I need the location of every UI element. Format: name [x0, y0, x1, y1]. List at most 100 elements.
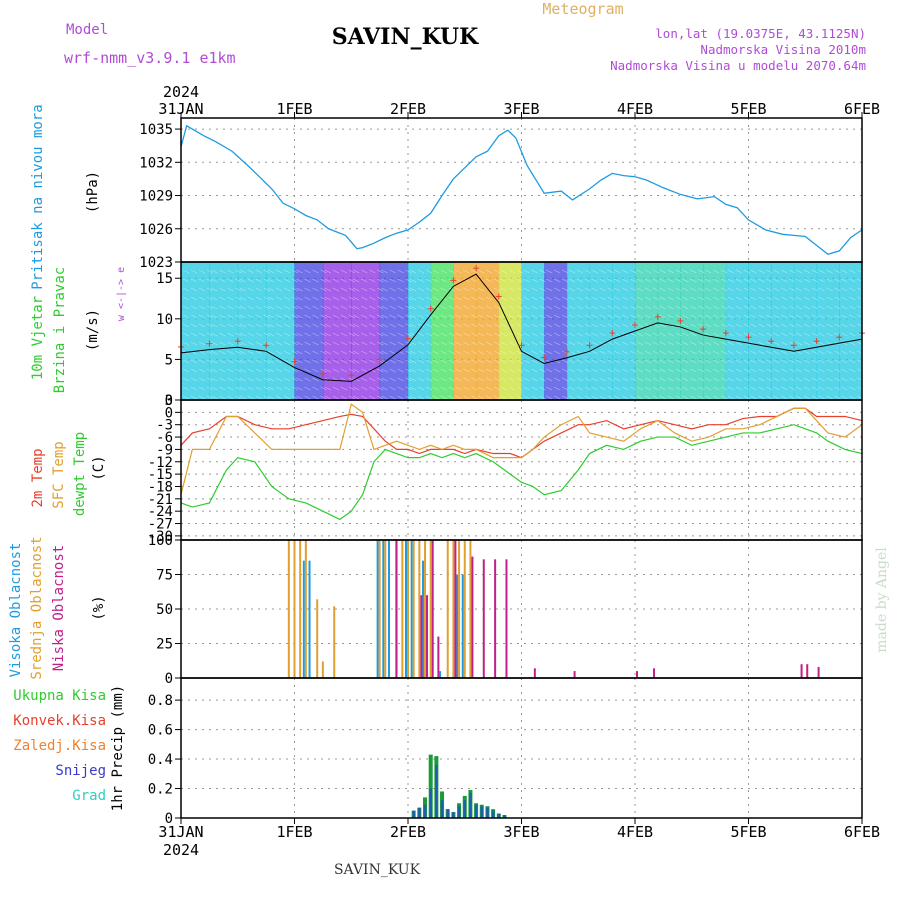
- wind-arrow: [255, 278, 262, 283]
- wind-arrow: [834, 359, 841, 364]
- y-tick-label: 75: [156, 568, 173, 584]
- wind-arrow: [652, 377, 660, 382]
- wind-arrow: [377, 269, 384, 274]
- wind-arrow: [493, 269, 501, 274]
- wind-arrow: [659, 359, 666, 364]
- wind-arrow: [712, 386, 720, 391]
- wind-arrow: [190, 323, 198, 328]
- wind-arrow: [369, 296, 376, 301]
- wind-arrow: [377, 305, 384, 310]
- wind-arrow: [425, 350, 433, 355]
- wind-arrow: [405, 377, 412, 382]
- x-tick-label-bottom: 4FEB: [617, 823, 653, 841]
- wind-arrow: [219, 323, 226, 328]
- wind-arrow: [562, 341, 569, 346]
- wind-arrow: [531, 287, 538, 292]
- wind-arrow: [381, 287, 388, 292]
- wind-arrow: [591, 287, 598, 292]
- wind-arrow: [369, 341, 376, 346]
- wind-arrow: [576, 341, 584, 346]
- wind-arrow: [320, 314, 327, 319]
- wind-arrow: [630, 287, 637, 292]
- wind-arrow: [659, 314, 666, 319]
- wind-arrow: [255, 314, 262, 319]
- wind-arrow: [381, 386, 388, 391]
- wind-arrow: [283, 269, 291, 274]
- wind-arrow: [227, 305, 234, 310]
- wind-arrow: [826, 323, 833, 328]
- wind-arrow: [516, 287, 523, 292]
- wind-arrow: [698, 359, 705, 364]
- wind-arrow: [348, 368, 356, 373]
- wind-arrow: [818, 332, 825, 337]
- wind-arrow: [239, 314, 246, 319]
- wind-arrow: [758, 332, 765, 337]
- wind-arrow: [704, 377, 712, 382]
- low-cloud-bar: [454, 540, 457, 678]
- wind-arrow: [826, 395, 833, 400]
- wind-arrow: [219, 359, 226, 364]
- wind-arrow: [340, 350, 348, 355]
- wind-arrow: [720, 269, 728, 274]
- wind-arrow: [432, 323, 439, 328]
- model-elevation-label: Nadmorska Visina u modelu 2070.64m: [610, 58, 866, 73]
- wind-arrow: [296, 323, 303, 328]
- wind-field-cell: [453, 262, 477, 400]
- wind-arrow: [389, 332, 396, 337]
- wind-arrow: [267, 323, 275, 328]
- wind-arrow: [826, 359, 833, 364]
- wind-arrow: [568, 341, 576, 346]
- wind-arrow: [361, 278, 368, 283]
- wind-arrow: [554, 323, 561, 328]
- wind-arrow: [405, 368, 412, 373]
- wind-arrow: [353, 287, 360, 292]
- wind-arrow: [239, 323, 246, 328]
- wind-arrow: [607, 278, 614, 283]
- wind-arrow: [584, 368, 592, 373]
- wind-arrow: [361, 323, 368, 328]
- low-cloud-bar: [817, 666, 820, 678]
- wind-arrow: [781, 368, 788, 373]
- wind-arrow: [463, 287, 470, 292]
- y-tick-label: 3: [165, 393, 173, 409]
- wind-arrow: [369, 368, 376, 373]
- wind-arrow: [622, 296, 629, 301]
- wind-arrow: [766, 278, 773, 283]
- wind-arrow: [554, 368, 561, 373]
- wind-arrow: [389, 323, 396, 328]
- wind-arrow: [795, 296, 803, 301]
- wind-arrow: [255, 359, 262, 364]
- wind-arrow: [440, 341, 447, 346]
- wind-arrow: [682, 377, 689, 382]
- wind-arrow: [614, 377, 621, 382]
- wind-arrow: [576, 359, 584, 364]
- x-tick-label-bottom: 3FEB: [503, 823, 539, 841]
- wind-arrow: [235, 332, 242, 337]
- wind-arrow: [644, 386, 652, 391]
- wind-arrow: [630, 332, 637, 337]
- wind-arrow: [324, 350, 332, 355]
- x-tick-label-top: 6FEB: [844, 100, 880, 118]
- wind-arrow: [789, 305, 796, 310]
- wind-arrow: [255, 296, 262, 301]
- wind-arrow: [304, 395, 311, 400]
- wind-arrow: [190, 287, 198, 292]
- high-cloud-bar: [376, 540, 379, 678]
- wind-arrow: [312, 332, 319, 337]
- wind-arrow: [471, 296, 478, 301]
- wind-arrow: [690, 287, 697, 292]
- wind-arrow: [659, 368, 666, 373]
- snow-bar: [440, 800, 444, 818]
- wind-arrow: [781, 359, 788, 364]
- wind-arrow: [750, 314, 757, 319]
- wind-arrow: [803, 305, 811, 310]
- wind-arrow: [554, 395, 561, 400]
- wind-arrow: [811, 278, 819, 283]
- wind-arrow: [758, 386, 765, 391]
- wind-arrow: [255, 287, 262, 292]
- wind-arrow: [644, 296, 652, 301]
- wind-arrow: [531, 305, 538, 310]
- wind-arrow: [546, 287, 553, 292]
- wind-arrow: [397, 296, 404, 301]
- wind-arrow: [531, 314, 538, 319]
